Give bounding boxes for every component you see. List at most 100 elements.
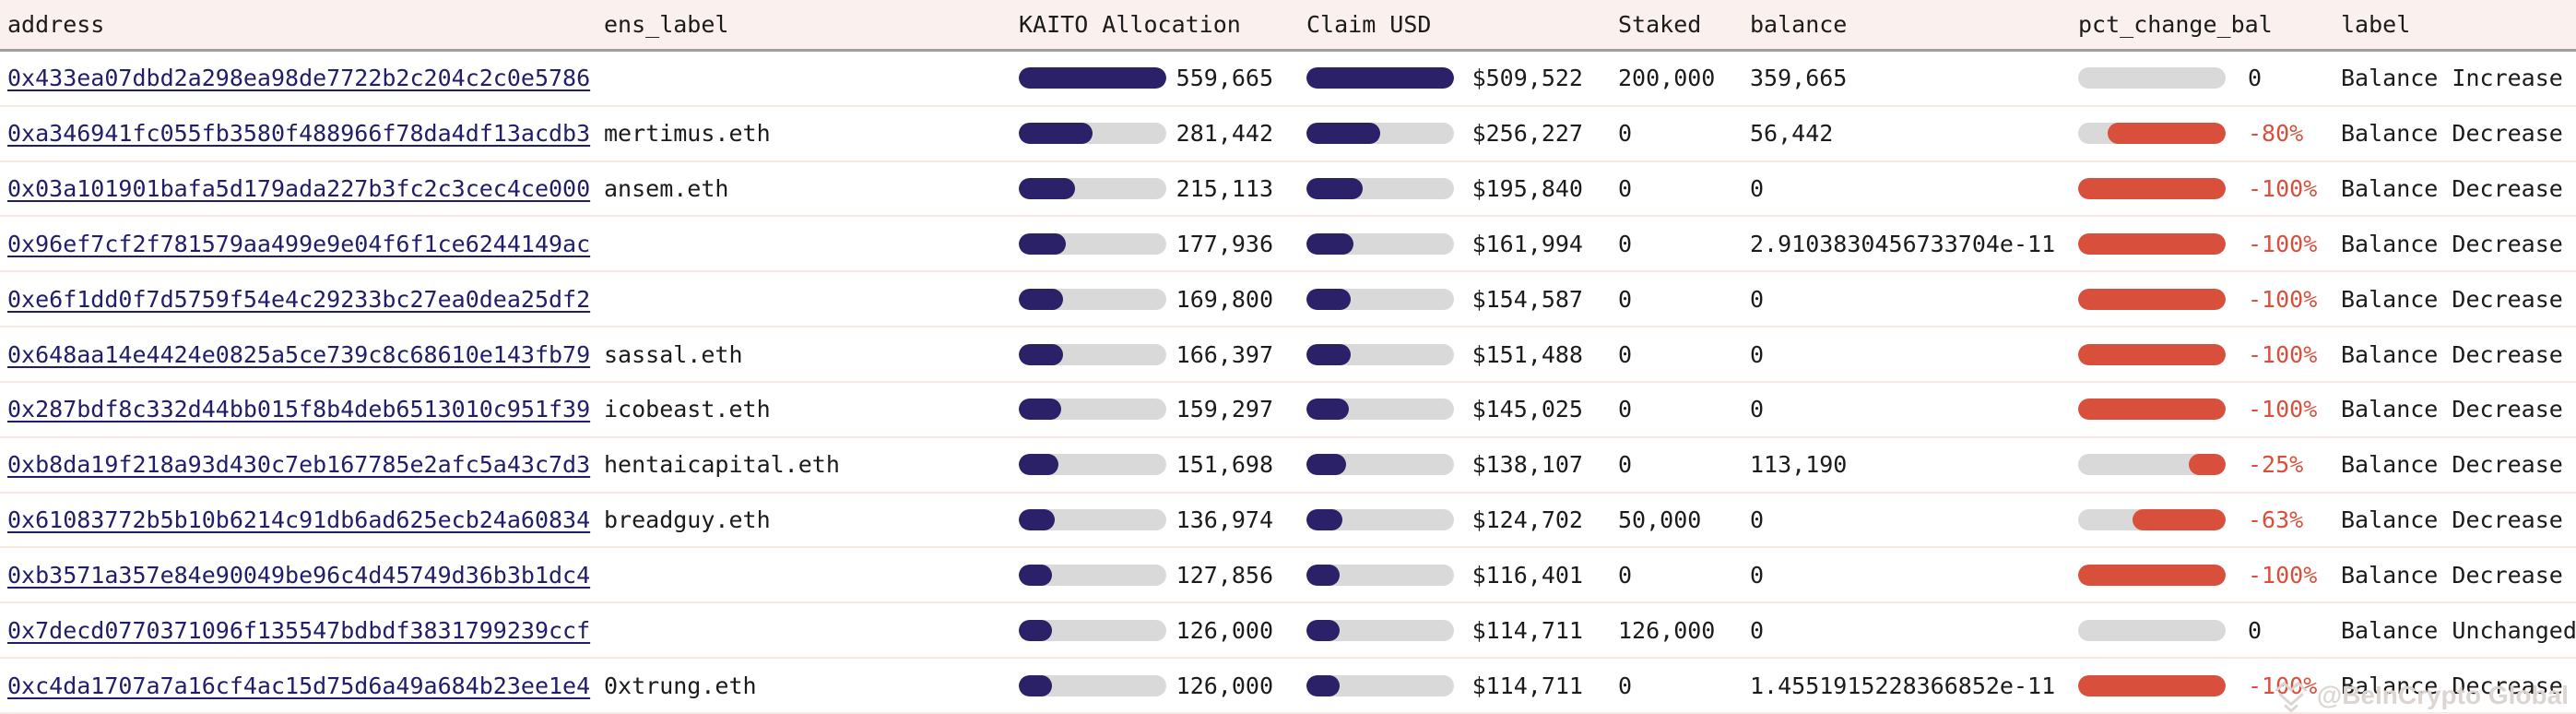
address-link[interactable]: 0x7decd0770371096f135547bdbdf3831799239c… [7,616,591,644]
staked-value: 0 [1618,120,1633,148]
address-link[interactable]: 0x03a101901bafa5d179ada227b3fc2c3cec4ce0… [7,175,591,203]
balance-cell: 0 [1750,341,2078,368]
column-header-kaito-allocation: KAITO Allocation [1019,11,1241,38]
kaito-allocation-cell: 559,665 [1019,65,1306,91]
pct-change-value: -25% [2248,451,2304,479]
column-header-address: address [7,11,105,38]
balance-cell: 0 [1750,396,2078,422]
claim-usd-bar-fill [1306,123,1381,145]
claim-usd-bar [1306,67,1454,89]
staked-cell: 50,000 [1618,506,1750,533]
label-cell: Balance Decrease [2341,120,2576,147]
table-row: 0x433ea07dbd2a298ea98de7722b2c204c2c0e57… [0,52,2576,107]
pct-change-bar-fill [2078,399,2226,421]
row-label: Balance Decrease [2341,230,2563,257]
pct-change-bar-fill [2078,232,2226,255]
ens-label: mertimus.eth [604,120,771,148]
staked-value: 0 [1618,230,1633,257]
kaito-allocation-value: 126,000 [1176,616,1273,644]
address-link[interactable]: 0x61083772b5b10b6214c91db6ad625ecb24a608… [7,506,591,534]
address-link[interactable]: 0xb8da19f218a93d430c7eb167785e2afc5a43c7… [7,451,591,479]
balance-value: 0 [1750,506,1765,534]
kaito-allocation-bar-fill [1019,564,1053,586]
kaito-allocation-value: 126,000 [1176,672,1273,699]
staked-cell: 200,000 [1618,65,1750,91]
claim-usd-bar-fill [1306,232,1353,255]
address-link[interactable]: 0x433ea07dbd2a298ea98de7722b2c204c2c0e57… [7,65,591,92]
kaito-allocation-value: 169,800 [1176,285,1273,313]
claim-usd-bar [1306,232,1454,255]
pct-change-value: -100% [2248,672,2318,699]
kaito-allocation-value: 136,974 [1176,506,1273,534]
pct-change-bar-fill [2078,343,2226,365]
pct-change-bar [2078,67,2226,89]
claim-usd-bar [1306,123,1454,145]
claim-usd-value: $116,401 [1471,561,1583,589]
address-link[interactable]: 0xc4da1707a7a16cf4ac15d75d6a49a684b23ee1… [7,672,591,699]
kaito-allocation-bar-fill [1019,123,1093,145]
claim-usd-cell: $114,711 [1306,617,1618,644]
kaito-allocation-cell: 126,000 [1019,617,1306,644]
address-link[interactable]: 0xa346941fc055fb3580f488966f78da4df13acd… [7,120,591,148]
pct-change-bal-cell: -25% [2078,451,2341,478]
table-row: 0xa346941fc055fb3580f488966f78da4df13acd… [0,106,2576,162]
pct-change-value: 0 [2248,65,2263,92]
claim-usd-bar [1306,509,1454,531]
kaito-allocation-bar [1019,454,1166,476]
balance-cell: 0 [1750,286,2078,313]
pct-change-value: -100% [2248,340,2318,368]
balance-value: 56,442 [1750,120,1834,148]
claim-usd-bar [1306,619,1454,641]
address-cell: 0x7decd0770371096f135547bdbdf3831799239c… [0,617,604,644]
kaito-allocation-cell: 126,000 [1019,672,1306,699]
staked-cell: 0 [1618,451,1750,478]
column-header-claim-usd: Claim USD [1306,11,1432,38]
claim-usd-value: $114,711 [1471,616,1583,644]
ens-label-cell: icobeast.eth [604,396,1019,422]
staked-value: 0 [1618,285,1633,313]
balance-cell: 359,665 [1750,65,2078,91]
claim-usd-bar-fill [1306,564,1341,586]
address-link[interactable]: 0x648aa14e4424e0825a5ce739c8c68610e143fb… [7,340,591,368]
address-cell: 0x03a101901bafa5d179ada227b3fc2c3cec4ce0… [0,175,604,202]
claim-usd-cell: $151,488 [1306,341,1618,368]
claim-usd-cell: $138,107 [1306,451,1618,478]
pct-change-value: -100% [2248,285,2318,313]
ens-label: breadguy.eth [604,506,771,534]
balance-value: 0 [1750,175,1765,203]
address-link[interactable]: 0x287bdf8c332d44bb015f8b4deb6513010c951f… [7,396,591,423]
address-link[interactable]: 0xb3571a357e84e90049be96c4d45749d36b3b1d… [7,561,591,589]
staked-value: 0 [1618,396,1633,423]
kaito-allocation-bar [1019,123,1166,145]
kaito-allocation-bar [1019,67,1166,89]
table-row: 0xe6f1dd0f7d5759f54e4c29233bc27ea0dea25d… [0,272,2576,328]
kaito-allocation-bar [1019,178,1166,200]
claim-usd-cell: $256,227 [1306,120,1618,147]
table-row: 0xc4da1707a7a16cf4ac15d75d6a49a684b23ee1… [0,659,2576,714]
column-header-label: label [2341,11,2411,38]
claim-usd-cell: $116,401 [1306,562,1618,589]
kaito-allocation-bar-fill [1019,674,1052,696]
address-link[interactable]: 0xe6f1dd0f7d5759f54e4c29233bc27ea0dea25d… [7,285,591,313]
ens-label: 0xtrung.eth [604,672,757,699]
kaito-allocation-bar [1019,288,1166,310]
staked-value: 126,000 [1618,616,1716,644]
staked-value: 0 [1618,672,1633,699]
pct-change-bar [2078,288,2226,310]
kaito-allocation-cell: 127,856 [1019,562,1306,589]
kaito-allocation-value: 281,442 [1176,120,1273,148]
ens-label-cell: 0xtrung.eth [604,672,1019,699]
table-row: 0x648aa14e4424e0825a5ce739c8c68610e143fb… [0,327,2576,383]
row-label: Balance Decrease [2341,340,2563,368]
staked-cell: 0 [1618,562,1750,589]
claim-usd-value: $256,227 [1471,120,1583,148]
ens-label: icobeast.eth [604,396,771,423]
row-label: Balance Decrease [2341,175,2563,203]
row-label: Balance Decrease [2341,561,2563,589]
ens-label-cell: mertimus.eth [604,120,1019,147]
claim-usd-bar-fill [1306,399,1349,421]
address-link[interactable]: 0x96ef7cf2f781579aa499e9e04f6f1ce6244149… [7,230,591,257]
kaito-allocation-bar [1019,564,1166,586]
column-header-pct-change-bal: pct_change_bal [2078,11,2273,38]
balance-cell: 113,190 [1750,451,2078,478]
